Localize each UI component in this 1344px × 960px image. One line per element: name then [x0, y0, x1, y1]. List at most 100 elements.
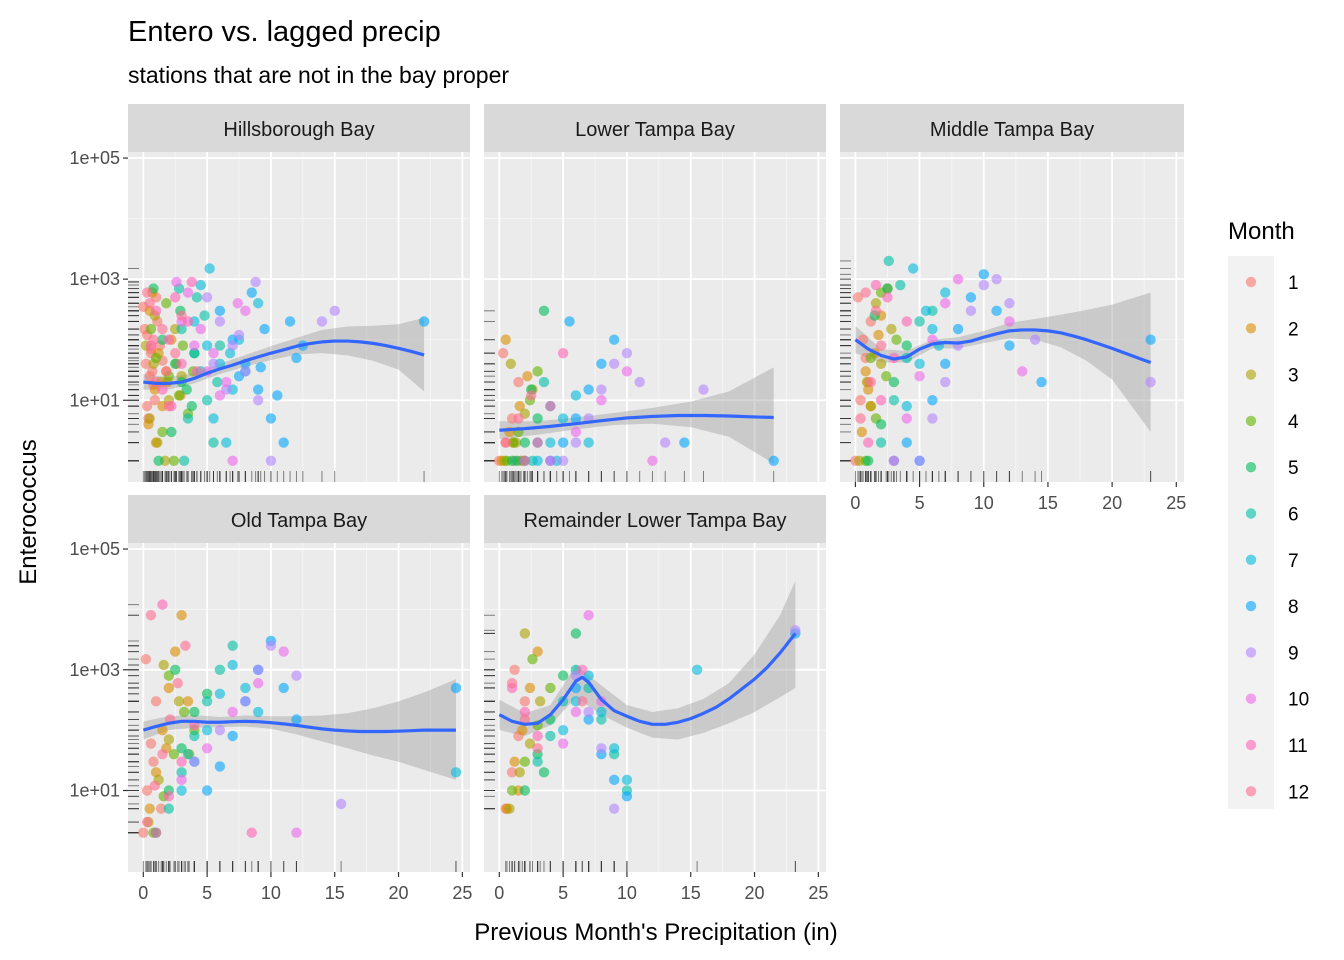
data-point [191, 366, 203, 377]
data-point [252, 706, 264, 718]
data-point [252, 384, 264, 395]
data-point [182, 287, 194, 298]
data-point [168, 455, 180, 467]
data-point [180, 640, 191, 651]
data-point [178, 455, 190, 467]
x-tick-label: 0 [494, 883, 504, 903]
smooth-line [498, 632, 797, 726]
data-point [557, 724, 569, 736]
data-point [221, 376, 232, 388]
data-point [875, 395, 887, 406]
data-point [150, 305, 162, 317]
data-point [532, 646, 543, 657]
data-point [418, 316, 430, 327]
data-point [199, 310, 210, 321]
data-point [189, 340, 200, 351]
data-point [140, 653, 152, 665]
data-point [252, 298, 264, 309]
data-point [790, 625, 801, 636]
data-point [1145, 376, 1156, 388]
data-point [940, 287, 951, 298]
facet-strip [128, 495, 470, 543]
data-point [621, 347, 633, 359]
confidence-ribbon [855, 292, 1151, 432]
data-point [505, 358, 516, 370]
data-point [176, 774, 187, 786]
data-point [538, 767, 550, 778]
data-point [882, 283, 893, 294]
data-point [534, 696, 546, 707]
facet-strip [840, 104, 1184, 152]
data-point [517, 724, 528, 736]
facet-panel: Middle Tampa Bay 0 5 10 15 20 25 [840, 104, 1186, 513]
data-point [901, 316, 912, 327]
data-point [173, 390, 185, 401]
data-point [284, 316, 296, 327]
data-point [252, 664, 264, 675]
data-point [570, 437, 582, 448]
data-point [176, 610, 187, 621]
chart-subtitle: stations that are not in the bay proper [128, 62, 509, 88]
data-point [583, 706, 594, 718]
y-tick-label: 1e+01 [69, 781, 120, 801]
facet-strip [484, 495, 826, 543]
data-point [583, 714, 594, 725]
data-point [204, 263, 215, 274]
data-point [1004, 316, 1015, 327]
data-point [278, 437, 289, 448]
data-point [250, 276, 261, 288]
data-point [991, 305, 1002, 317]
data-point [157, 724, 168, 736]
data-point [227, 640, 238, 651]
legend-key [1245, 323, 1257, 334]
data-point [214, 305, 226, 317]
data-point [557, 437, 569, 448]
data-point [178, 706, 190, 718]
data-point [577, 696, 588, 707]
data-point [221, 437, 232, 448]
data-point [246, 287, 257, 298]
data-point [158, 659, 169, 671]
legend-key [1245, 415, 1257, 427]
data-point [172, 677, 183, 689]
legend-key [1245, 276, 1257, 288]
data-point [176, 785, 187, 796]
data-point [901, 437, 912, 448]
data-point [150, 696, 162, 707]
data-point [138, 827, 149, 838]
x-tick-label: 0 [138, 883, 148, 903]
data-point [201, 395, 213, 406]
data-point [583, 384, 594, 395]
data-point [888, 395, 900, 406]
data-point [214, 688, 226, 699]
data-point [891, 334, 902, 345]
legend-key [1245, 647, 1257, 658]
data-point [570, 390, 582, 401]
data-point [596, 358, 607, 370]
data-point [621, 366, 633, 377]
data-point [163, 400, 175, 412]
x-tick-label: 15 [681, 883, 701, 903]
legend-label: 12 [1288, 782, 1309, 803]
data-point [557, 738, 569, 749]
data-point [647, 455, 658, 467]
data-point [208, 347, 219, 359]
data-point [514, 400, 525, 412]
legend-key [1245, 369, 1257, 380]
y-tick-label: 1e+03 [69, 660, 120, 680]
data-point [163, 803, 175, 814]
data-point [914, 316, 925, 327]
data-point [634, 376, 645, 388]
data-point [201, 743, 213, 754]
data-point [329, 305, 340, 317]
data-point [1145, 334, 1156, 345]
data-point [153, 455, 164, 467]
data-point [157, 323, 168, 335]
data-point [227, 659, 238, 671]
data-point [212, 376, 223, 388]
legend-label: 4 [1288, 412, 1299, 433]
facet-panel: Old Tampa Bay 0 5 10 15 20 25 1e+01 1e+03 1e+05 [69, 495, 472, 903]
confidence-ribbon [143, 317, 425, 392]
facet-strip-label: Hillsborough Bay [223, 119, 374, 141]
data-point [508, 437, 519, 448]
